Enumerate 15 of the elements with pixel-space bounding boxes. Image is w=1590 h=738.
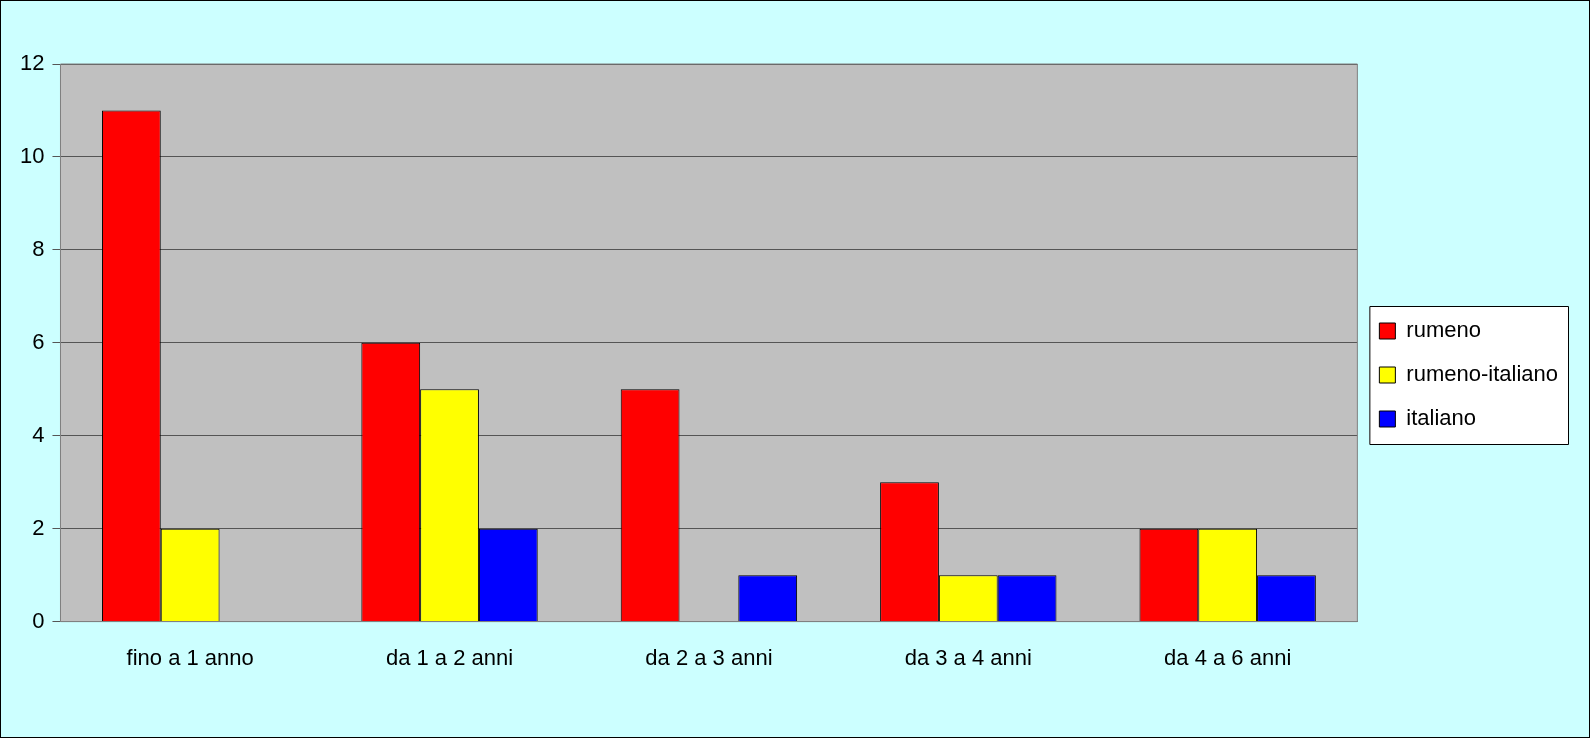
y-tick-label: 0 (32, 607, 45, 633)
y-tick-label: 4 (32, 421, 45, 447)
x-tick-label: fino a 1 anno (126, 644, 254, 670)
legend-label: rumeno (1406, 317, 1481, 343)
x-tick-label: da 4 a 6 anni (1164, 644, 1292, 670)
legend-label: italiano (1406, 405, 1477, 431)
x-tick-label: da 1 a 2 anni (385, 644, 514, 670)
y-tick-label: 6 (32, 328, 45, 354)
y-tick-label: 10 (19, 143, 45, 168)
y-tick-label: 12 (19, 50, 45, 76)
y-tick-label: 8 (32, 235, 45, 261)
y-tick-label: 2 (32, 514, 45, 540)
legend-label: rumeno-italiano (1406, 361, 1558, 387)
x-tick-label: da 3 a 4 anni (904, 644, 1032, 670)
x-tick-label: da 2 a 3 anni (645, 644, 773, 670)
